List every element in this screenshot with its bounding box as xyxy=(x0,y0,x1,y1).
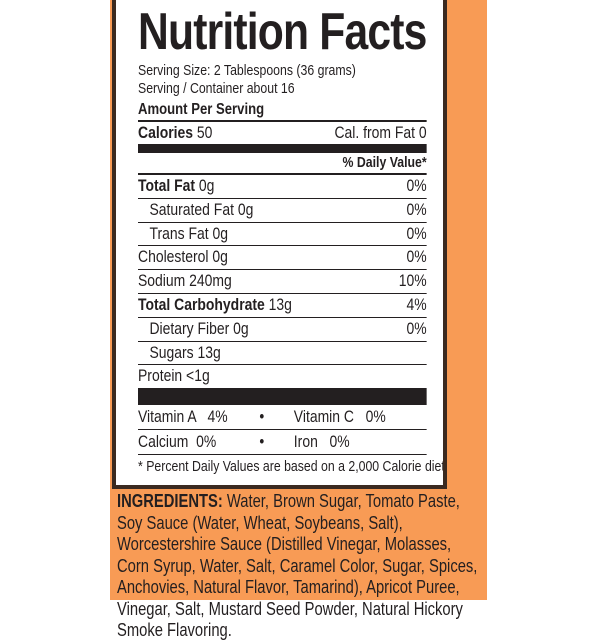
nutrient-amount: 13g xyxy=(193,342,221,362)
nutrient-daily-value: 0% xyxy=(406,318,427,338)
calories-row: Calories 50 Cal. from Fat 0 xyxy=(138,122,427,144)
bullet-separator: • xyxy=(259,432,265,452)
vitamin-row: Vitamin A 4% • Vitamin C 0% xyxy=(138,405,427,431)
nutrient-daily-value: 4% xyxy=(406,294,427,314)
ingredients: INGREDIENTS: Water, Brown Sugar, Tomato … xyxy=(117,491,478,642)
nutrient-row: Sodium 240mg 10% xyxy=(138,270,427,294)
nutrient-row: Cholesterol 0g 0% xyxy=(138,246,427,271)
nutrient-row: Sugars 13g xyxy=(138,342,427,366)
nutrient-amount: 13g xyxy=(264,294,292,314)
ingredients-text: Water, Brown Sugar, Tomato Paste, Soy Sa… xyxy=(117,491,478,640)
nutrient-row: Total Carbohydrate 13g 4% xyxy=(138,294,427,318)
nutrient-name: Total Fat xyxy=(138,176,196,195)
nutrition-facts-panel: Nutrition Facts Serving Size: 2 Tablespo… xyxy=(112,0,447,489)
nutrient-amount: 240mg xyxy=(185,271,232,291)
vitamin-right: Iron 0% xyxy=(293,432,350,452)
nutrient-daily-value: 0% xyxy=(406,247,427,267)
nutrient-amount: 0g xyxy=(208,223,228,243)
nutrient-name: Dietary Fiber xyxy=(149,318,230,338)
nutrient-name: Protein xyxy=(138,366,183,386)
nutrient-daily-value: 0% xyxy=(406,223,427,243)
bullet-separator: • xyxy=(259,407,265,427)
nutrient-name: Sugars xyxy=(149,342,194,362)
nutrient-name: Cholesterol xyxy=(138,247,209,267)
footnote: * Percent Daily Values are based on a 2,… xyxy=(138,458,447,476)
calories-value: 50 xyxy=(193,123,213,142)
vitamin-left: Vitamin A 4% xyxy=(138,407,228,427)
nutrient-row: Total Fat 0g 0% xyxy=(138,175,427,199)
nutrient-amount: 0g xyxy=(208,247,228,267)
nutrient-amount: 0g xyxy=(229,318,249,338)
nutrient-row: Saturated Fat 0g 0% xyxy=(138,199,427,223)
serving-size: Serving Size: 2 Tablespoons (36 grams) xyxy=(138,62,356,79)
nutrient-list: Total Fat 0g 0% Saturated Fat 0g 0% Trans Fa… xyxy=(138,175,427,390)
vitamin-row: Calcium 0% • Iron 0% xyxy=(138,430,427,456)
nutrient-row: Dietary Fiber 0g 0% xyxy=(138,318,427,342)
servings-per-container: Serving / Container about 16 xyxy=(138,80,295,97)
vitamin-right: Vitamin C 0% xyxy=(293,407,386,427)
nutrient-name: Sodium xyxy=(138,271,186,291)
thick-divider xyxy=(138,144,427,153)
nutrient-amount: 0g xyxy=(233,199,254,219)
nutrient-row: Protein <1g xyxy=(138,365,427,390)
vitamin-left: Calcium 0% xyxy=(138,432,217,452)
ingredients-heading: INGREDIENTS: xyxy=(117,491,223,511)
daily-value-header: % Daily Value* xyxy=(138,153,427,175)
amount-per-serving: Amount Per Serving xyxy=(138,100,427,122)
nutrient-amount: 0g xyxy=(195,176,215,195)
calories-label: Calories xyxy=(138,123,194,142)
nutrient-amount: <1g xyxy=(182,366,210,386)
daily-value-header-text: % Daily Value* xyxy=(342,154,427,171)
nutrient-name: Total Carbohydrate xyxy=(138,294,265,314)
nutrient-daily-value: 10% xyxy=(398,271,427,291)
thick-divider xyxy=(138,389,427,406)
label-title: Nutrition Facts xyxy=(138,3,427,61)
nutrient-name: Saturated Fat xyxy=(149,199,234,219)
calories-from-fat: Cal. from Fat 0 xyxy=(334,123,427,142)
nutrient-name: Trans Fat xyxy=(149,223,209,243)
nutrient-daily-value: 0% xyxy=(406,176,427,195)
nutrient-row: Trans Fat 0g 0% xyxy=(138,223,427,247)
nutrient-daily-value: 0% xyxy=(406,199,427,219)
vitamin-list: Vitamin A 4% • Vitamin C 0% Calcium 0% • Iron… xyxy=(138,405,427,456)
